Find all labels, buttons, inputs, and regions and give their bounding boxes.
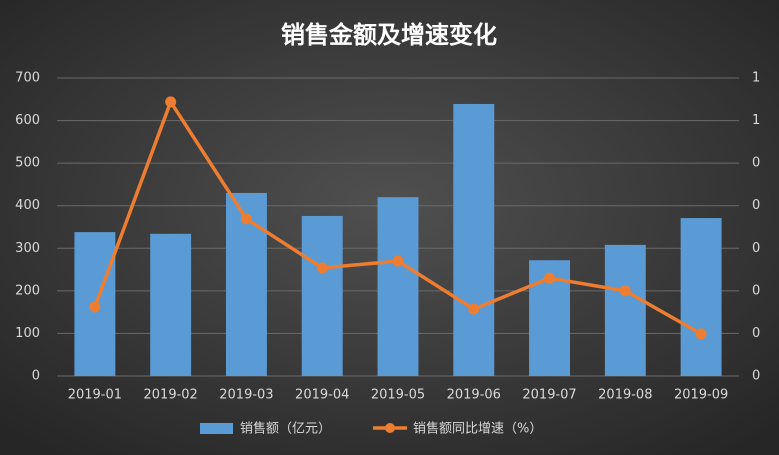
x-tick-label: 2019-05	[371, 388, 425, 403]
x-tick-label: 2019-08	[598, 388, 652, 403]
y-tick-label: 200	[15, 283, 40, 298]
line-marker	[619, 285, 631, 297]
y2-tick-label: 0	[752, 283, 760, 298]
bar	[453, 103, 495, 377]
y-tick-label: 600	[15, 113, 40, 128]
y-tick-label: 300	[15, 241, 40, 256]
y-tick-label: 500	[15, 156, 40, 171]
line-marker	[89, 301, 101, 313]
y2-tick-label: 0	[752, 156, 760, 171]
x-tick-label: 2019-03	[219, 388, 273, 403]
x-tick-label: 2019-04	[295, 388, 349, 403]
y2-tick-label: 0	[752, 369, 760, 384]
legend-swatch	[200, 423, 233, 434]
y2-tick-label: 0	[752, 241, 760, 256]
y-tick-label: 400	[15, 198, 40, 213]
line-marker	[165, 96, 177, 108]
y-tick-label: 0	[32, 369, 40, 384]
y2-tick-label: 0	[752, 198, 760, 213]
bar	[377, 197, 419, 376]
line-marker	[695, 328, 707, 340]
legend-label: 销售额（亿元）	[240, 421, 331, 437]
line-marker	[240, 213, 252, 225]
bar	[680, 218, 722, 376]
x-tick-label: 2019-06	[447, 388, 501, 403]
bar	[301, 215, 343, 376]
x-tick-label: 2019-01	[68, 388, 122, 403]
x-tick-label: 2019-02	[144, 388, 198, 403]
legend-swatch	[385, 423, 396, 433]
y2-tick-label: 1	[752, 71, 760, 86]
y2-tick-label: 0	[752, 326, 760, 341]
line-marker	[316, 262, 328, 274]
bar	[150, 233, 192, 376]
y2-tick-label: 1	[752, 113, 760, 128]
line-marker	[392, 255, 404, 267]
chart-title: 销售金额及增速变化	[281, 21, 497, 49]
line-marker	[468, 303, 480, 315]
bar	[604, 244, 646, 376]
y-tick-label: 100	[15, 326, 40, 341]
y-tick-label: 700	[15, 71, 40, 86]
legend-label: 销售额同比增速（%）	[413, 421, 542, 437]
x-tick-label: 2019-09	[674, 388, 728, 403]
x-tick-label: 2019-07	[522, 388, 576, 403]
line-marker	[544, 272, 556, 284]
